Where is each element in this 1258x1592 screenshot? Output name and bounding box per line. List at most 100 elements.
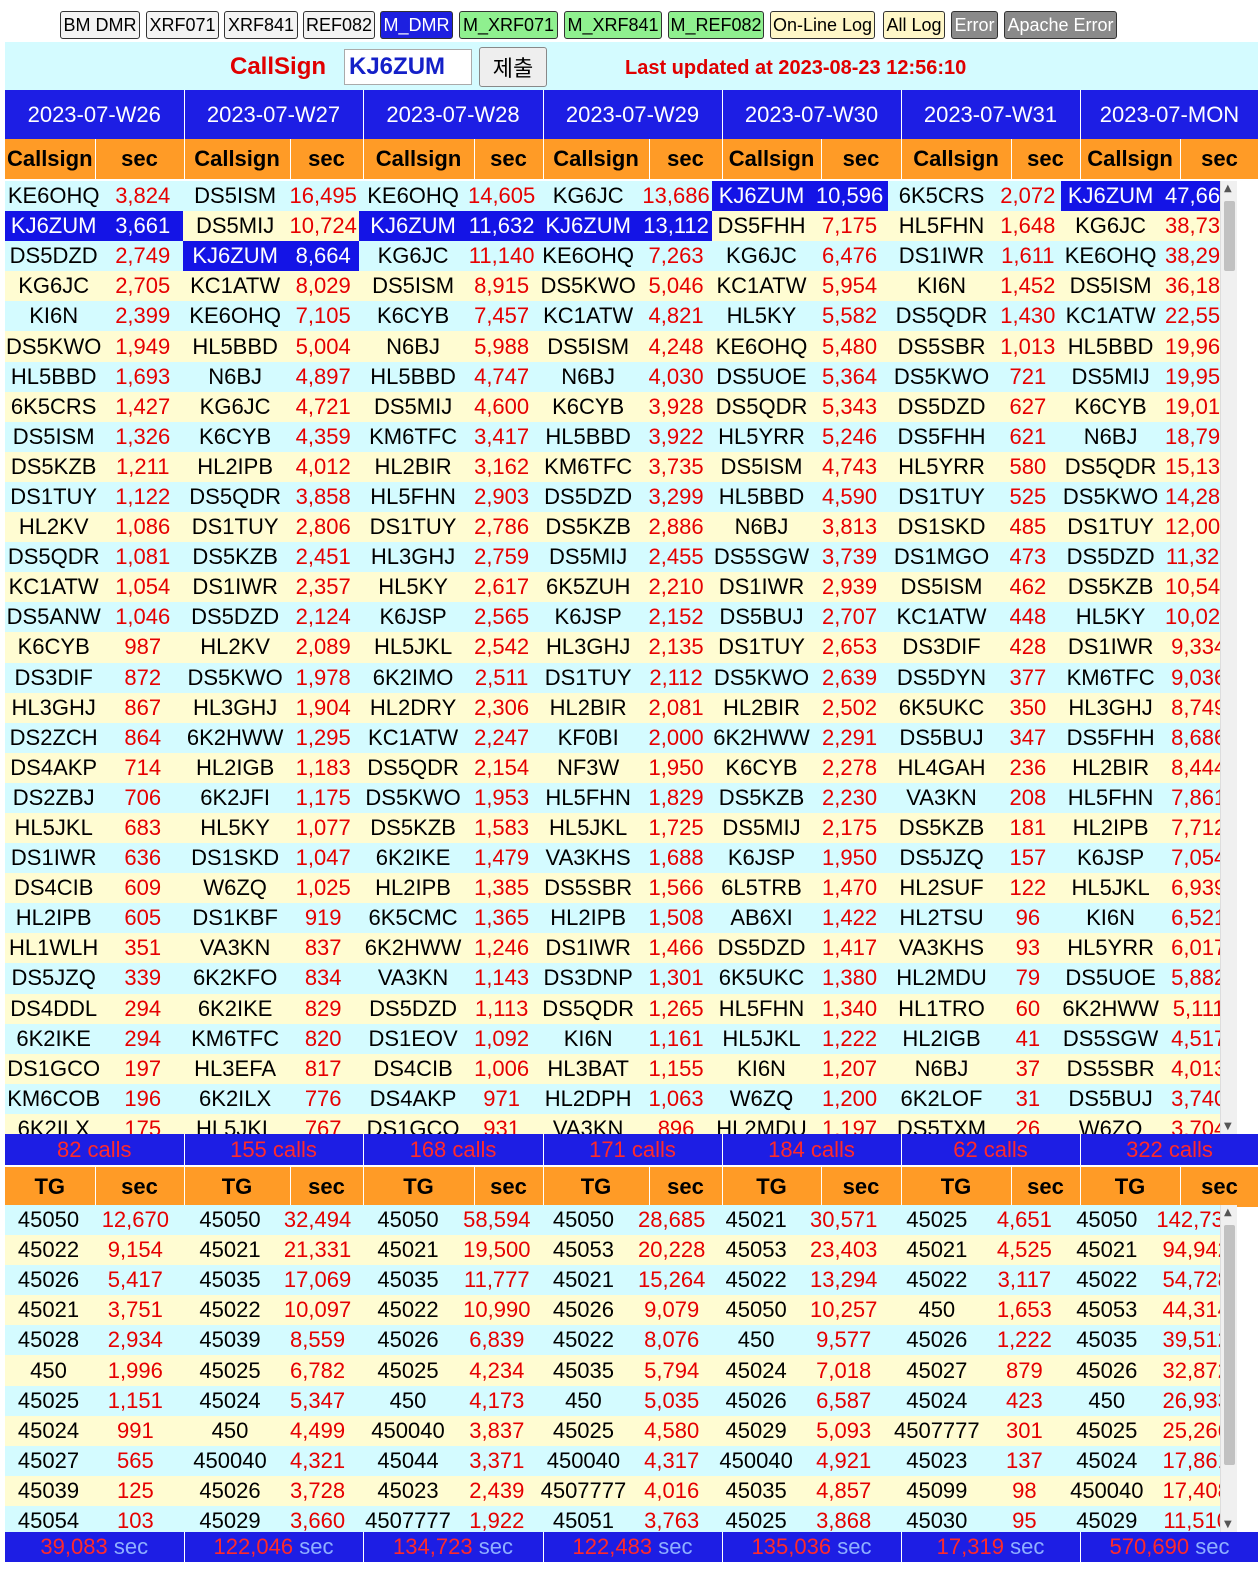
scroll-up-icon[interactable]: ▲ — [1224, 183, 1232, 194]
sec-cell: 1,246 — [466, 933, 537, 964]
nav-button-all-log[interactable]: All Log — [883, 11, 945, 39]
scroll-thumb[interactable] — [1224, 201, 1235, 271]
sec-cell: 377 — [994, 662, 1061, 693]
scroll-thumb[interactable] — [1224, 1225, 1235, 1465]
sec-cell: 919 — [287, 903, 360, 934]
sec-cell: 714 — [102, 752, 184, 783]
calls-column-headers: Callsign sec Callsign sec Callsign sec Callsig… — [5, 139, 1258, 179]
nav-button-bm-dmr[interactable]: BM DMR — [60, 11, 140, 39]
sec-cell: 1,950 — [810, 843, 889, 874]
calls-scrollbar[interactable]: ▲ ▼ — [1220, 181, 1237, 1134]
submit-button[interactable]: 제출 — [479, 47, 547, 87]
nav-button-m-xrf071[interactable]: M_XRF071 — [459, 11, 558, 39]
sec-cell: 4,030 — [640, 361, 713, 392]
sec-cell: 1,301 — [640, 963, 713, 994]
table-row: DS5QDR 1,081 DS5KZB 2,451 HL3GHJ 2,759 DS5MIJ 2… — [5, 542, 1237, 573]
week-header: 2023-07-W31 — [901, 90, 1081, 139]
sec-header: sec — [95, 1167, 185, 1207]
sec-cell: 58,594 — [462, 1205, 532, 1236]
callsign-cell: DS3DIF — [5, 662, 103, 693]
callsign-cell: HL5JKL — [1060, 873, 1161, 904]
callsign-cell: HL5KY — [359, 572, 467, 603]
callsign-cell: VA3KHS — [536, 843, 641, 874]
sec-cell: 837 — [287, 933, 360, 964]
table-row: DS1GCO 197 HL3EFA 817 DS4CIB 1,006 HL3BAT 1,155… — [5, 1053, 1237, 1084]
tg-cell: 45021 — [707, 1205, 805, 1236]
tg-cell: 450040 — [707, 1445, 805, 1476]
callsign-input[interactable] — [344, 49, 472, 85]
table-row: 45024 991 450 4,499 450040 3,837 45025 4,580 450… — [5, 1415, 1237, 1446]
nav-button-m-xrf841[interactable]: M_XRF841 — [564, 11, 662, 39]
sec-cell: 1,222 — [990, 1325, 1059, 1356]
tg-scrollbar[interactable]: ▲ ▼ — [1220, 1205, 1237, 1532]
callsign-cell: DS5KWO — [359, 782, 467, 813]
callsign-label: CallSign — [230, 53, 327, 80]
callsign-cell: DS1GCO — [5, 1053, 103, 1084]
scroll-down-icon[interactable]: ▼ — [1224, 1519, 1232, 1530]
sec-cell: 4,359 — [287, 421, 360, 452]
callsign-cell: KC1ATW — [183, 271, 288, 302]
tg-cell: 45035 — [531, 1355, 636, 1386]
tg-cell: 450040 — [178, 1445, 282, 1476]
callsign-cell: DS5KZB — [359, 812, 467, 844]
sec-cell: 683 — [102, 812, 184, 844]
nav-button-m-dmr[interactable]: M_DMR — [380, 11, 453, 39]
callsign-cell: DS1TUY — [712, 632, 811, 663]
sec-cell: 125 — [91, 1475, 179, 1506]
nav-button-xrf841[interactable]: XRF841 — [224, 11, 298, 39]
callsign-cell: AB6XI — [712, 903, 811, 934]
callsign-cell: HL2TSU — [888, 903, 995, 934]
sec-cell: 208 — [994, 782, 1061, 813]
sec-cell: 3,858 — [287, 481, 360, 513]
table-row: HL2KV 1,086 DS1TUY 2,806 DS1TUY 2,786 DS5KZB 2,… — [5, 512, 1237, 543]
callsign-cell: DS5SBR — [1060, 1053, 1161, 1084]
callsign-cell: N6BJ — [888, 1053, 995, 1084]
callsign-cell: VA3KN — [183, 933, 288, 964]
callsign-cell: 6K5CRS — [5, 391, 103, 422]
sec-header: sec — [290, 139, 364, 179]
callsign-cell: 6K5UKC — [888, 692, 995, 723]
callsign-cell: HL5JKL — [5, 812, 103, 844]
callsign-cell: HL5KY — [712, 301, 811, 332]
table-row: DS1IWR 636 DS1SKD 1,047 6K2IKE 1,479 VA3KHS 1,6… — [5, 843, 1237, 874]
nav-button-ref082[interactable]: REF082 — [303, 11, 375, 39]
nav-button-apache-error[interactable]: Apache Error — [1004, 11, 1117, 39]
sec-cell: 817 — [287, 1053, 360, 1084]
tg-cell: 450 — [531, 1385, 636, 1416]
tg-cell: 45029 — [707, 1415, 805, 1446]
callsign-cell: HL5FHN — [888, 211, 995, 242]
callsign-cell: DS4CIB — [5, 873, 103, 904]
scroll-up-icon[interactable]: ▲ — [1224, 1207, 1232, 1218]
callsign-cell: DS1TUY — [5, 481, 103, 513]
nav-button-error[interactable]: Error — [951, 11, 998, 39]
callsign-cell: DS5SBR — [536, 873, 641, 904]
callsign-cell: DS5SGW — [1060, 1023, 1161, 1054]
sec-cell: 4,897 — [287, 361, 360, 392]
sec-cell: 1,081 — [102, 542, 184, 573]
sec-cell: 423 — [990, 1385, 1059, 1416]
callsign-cell: N6BJ — [712, 512, 811, 543]
nav-button-xrf071[interactable]: XRF071 — [146, 11, 219, 39]
sec-cell: 931 — [466, 1113, 537, 1134]
sec-cell: 896 — [640, 1113, 713, 1134]
sec-cell: 98 — [990, 1475, 1059, 1506]
scroll-down-icon[interactable]: ▼ — [1224, 1121, 1232, 1132]
sec-cell: 2,565 — [466, 602, 537, 633]
nav-button-on-line-log[interactable]: On-Line Log — [770, 11, 875, 39]
tg-table-scroll[interactable]: 45050 12,670 45050 32,494 45050 58,594 45050 28… — [5, 1205, 1237, 1532]
sec-cell: 1,725 — [640, 812, 713, 844]
callsign-cell: DS2ZBJ — [5, 782, 103, 813]
sec-cell: 1,063 — [640, 1083, 713, 1114]
sec-cell: 1,113 — [466, 993, 537, 1024]
sec-cell: 1,996 — [91, 1355, 179, 1386]
sec-cell: 96 — [994, 903, 1061, 934]
sec-cell: 867 — [102, 692, 184, 723]
sec-cell: 3,813 — [810, 512, 889, 543]
tg-cell: 45021 — [178, 1235, 282, 1266]
calls-table-scroll[interactable]: KE6OHQ 3,824 DS5ISM 16,495 KE6OHQ 14,605 KG6JC… — [5, 181, 1237, 1134]
tg-header: TG — [184, 1167, 291, 1207]
sec-cell: 350 — [994, 692, 1061, 723]
nav-button-m-ref082[interactable]: M_REF082 — [668, 11, 764, 39]
tg-cell: 45021 — [883, 1235, 991, 1266]
week-header: 2023-07-W29 — [543, 90, 723, 139]
